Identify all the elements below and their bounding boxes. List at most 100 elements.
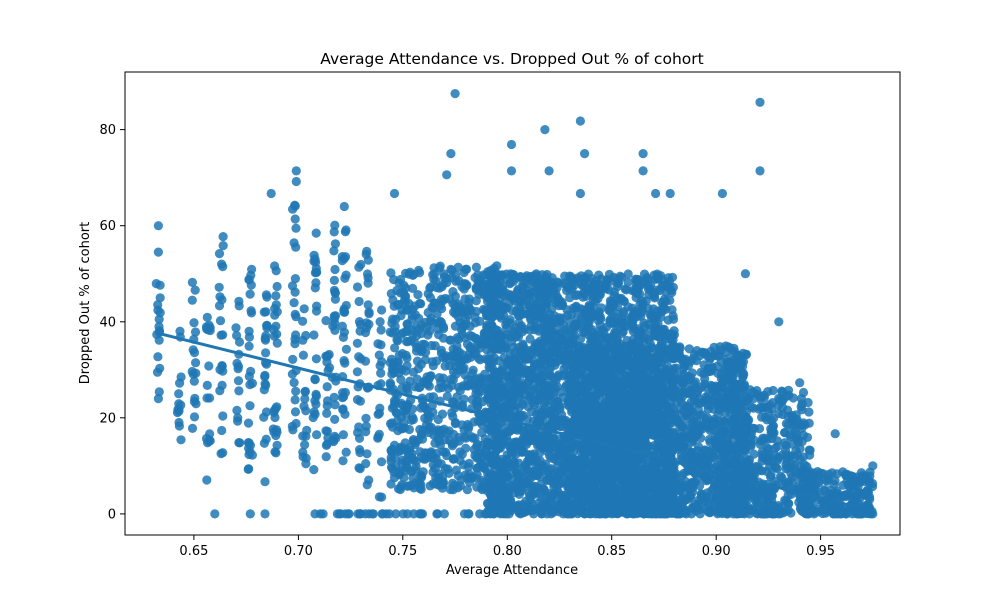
data-point <box>462 264 472 274</box>
data-point <box>190 327 201 337</box>
data-point <box>504 371 514 381</box>
data-point <box>467 331 477 341</box>
data-point <box>233 376 244 386</box>
data-point <box>542 475 552 485</box>
data-point <box>569 322 579 332</box>
data-point <box>376 325 386 335</box>
data-point <box>425 326 435 336</box>
data-point <box>386 268 396 278</box>
data-point <box>374 429 384 439</box>
data-point <box>426 316 436 326</box>
data-point <box>218 241 228 251</box>
data-point <box>501 343 511 353</box>
data-point <box>559 458 569 468</box>
data-point <box>202 380 212 390</box>
data-point <box>729 343 739 353</box>
data-point <box>387 422 398 432</box>
data-point <box>472 482 482 492</box>
data-point <box>215 292 225 302</box>
data-point <box>245 380 255 390</box>
data-point <box>630 415 640 425</box>
data-point <box>536 440 546 450</box>
data-point <box>514 458 524 468</box>
data-point <box>741 349 751 360</box>
data-point <box>570 370 580 380</box>
data-point <box>471 262 481 272</box>
data-point <box>595 312 605 322</box>
data-point <box>441 351 451 361</box>
data-point <box>597 282 607 292</box>
data-point <box>233 416 243 426</box>
data-point <box>627 343 638 353</box>
data-point <box>311 228 321 238</box>
data-point <box>402 401 412 411</box>
data-point <box>440 293 450 304</box>
data-point <box>733 360 743 370</box>
data-point <box>217 425 227 436</box>
data-point <box>494 286 504 296</box>
data-point <box>411 465 421 475</box>
data-point <box>363 300 373 310</box>
data-point <box>612 335 622 345</box>
data-point <box>407 314 417 324</box>
data-point <box>522 290 532 300</box>
data-point <box>656 312 666 322</box>
data-point <box>509 296 519 306</box>
data-point <box>565 387 575 398</box>
data-point <box>439 324 449 334</box>
data-point <box>203 438 213 448</box>
data-point <box>362 269 373 279</box>
data-point <box>234 386 244 396</box>
data-point <box>155 293 165 303</box>
data-point <box>471 389 481 399</box>
data-point <box>386 289 396 299</box>
data-point <box>338 430 348 440</box>
data-point <box>291 386 301 396</box>
data-point <box>418 467 428 477</box>
data-point <box>537 466 547 476</box>
data-point <box>497 365 507 375</box>
data-point <box>508 270 519 280</box>
data-point <box>590 344 600 354</box>
data-point <box>604 269 615 279</box>
data-point <box>435 440 445 450</box>
data-point <box>271 321 281 331</box>
data-point <box>271 448 281 458</box>
data-point <box>464 297 474 307</box>
data-point <box>482 320 492 330</box>
data-point <box>540 459 551 469</box>
data-point <box>451 465 461 475</box>
data-point <box>408 435 418 445</box>
data-point <box>591 332 602 342</box>
data-point <box>651 323 661 333</box>
data-point <box>246 308 257 318</box>
data-point <box>311 354 321 364</box>
data-point <box>415 447 425 457</box>
data-point <box>355 445 365 455</box>
data-point <box>416 403 426 413</box>
data-point <box>548 408 558 419</box>
data-point <box>518 282 528 292</box>
data-point <box>602 411 612 421</box>
data-point <box>394 299 404 310</box>
data-point <box>567 453 578 463</box>
data-point <box>566 442 577 452</box>
data-point <box>675 422 685 432</box>
data-point <box>458 460 469 470</box>
data-point <box>340 409 350 419</box>
data-point <box>300 440 310 450</box>
data-point <box>261 434 271 444</box>
data-point <box>432 448 442 459</box>
data-point <box>214 301 225 311</box>
data-point <box>290 395 300 405</box>
data-point <box>482 437 492 447</box>
data-point <box>495 311 505 321</box>
data-point <box>609 287 620 297</box>
data-point <box>298 316 308 326</box>
data-point <box>322 382 332 392</box>
data-point <box>291 223 301 233</box>
data-point <box>579 342 589 353</box>
data-point <box>428 407 438 417</box>
data-point <box>299 304 309 314</box>
data-point <box>634 406 644 416</box>
